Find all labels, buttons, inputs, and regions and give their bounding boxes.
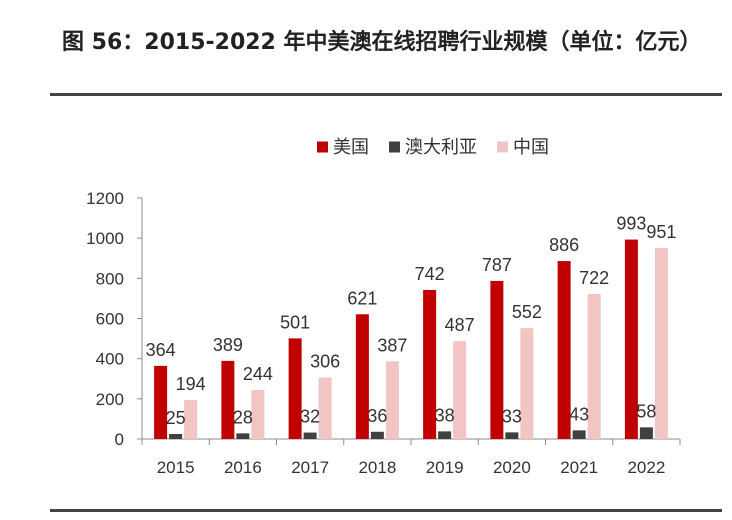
data-label: 28 [233,407,253,427]
bar [505,432,519,439]
data-label: 58 [636,401,656,421]
x-tick-label: 2017 [291,458,329,477]
y-tick-label: 1200 [86,189,124,208]
data-label: 552 [512,302,542,322]
legend-label: 中国 [513,137,549,158]
data-label: 25 [166,408,186,428]
bar [236,433,250,439]
data-label: 387 [377,335,407,355]
bar [385,361,399,439]
bar [423,289,437,439]
data-label: 38 [435,405,455,425]
x-tick-label: 2015 [157,458,195,477]
bar [520,328,534,439]
data-label: 487 [445,315,475,335]
data-label: 33 [502,406,522,426]
y-tick-label: 600 [96,310,124,329]
x-tick-label: 2020 [493,458,531,477]
bar [490,280,504,439]
x-tick-label: 2021 [560,458,598,477]
data-label: 244 [243,364,273,384]
y-tick-label: 800 [96,269,124,288]
data-label: 621 [347,288,377,308]
bar [624,239,638,439]
bar [154,365,168,439]
legend-swatch [317,141,328,153]
x-tick-label: 2016 [224,458,262,477]
bar [303,432,317,439]
bar [557,261,571,439]
legend-swatch [497,141,508,153]
bars [154,239,668,439]
bar [438,431,452,439]
bar [572,430,586,439]
data-label: 787 [482,255,512,275]
bar [370,431,384,439]
y-tick-label: 200 [96,390,124,409]
data-label: 389 [213,335,243,355]
data-label: 993 [616,214,646,234]
data-label: 722 [579,268,609,288]
x-axis: 2015 2016 2017 2018 2019 2020 2021 2022 [141,438,681,477]
bar [221,360,235,439]
bar [288,338,302,439]
data-label: 742 [415,264,445,284]
x-tick-label: 2018 [358,458,396,477]
bar [453,341,467,439]
bar [654,248,668,439]
bar [184,400,198,439]
data-label: 364 [146,340,176,360]
y-tick-label: 1000 [86,229,124,248]
data-labels: 364 25 194 389 28 244 501 32 306 621 36 387 742 38 487… [146,214,677,428]
y-tick-label: 0 [115,430,124,449]
data-label: 194 [176,374,206,394]
y-tick-label: 400 [96,350,124,369]
bar [251,389,265,439]
data-label: 32 [300,407,320,427]
legend: 美国 澳大利亚 中国 [317,137,549,158]
legend-swatch [389,141,400,153]
data-label: 306 [310,352,340,372]
top-divider [50,93,722,96]
data-label: 951 [646,222,676,242]
data-label: 886 [549,235,579,255]
legend-label: 澳大利亚 [405,137,477,158]
x-tick-label: 2019 [426,458,464,477]
data-label: 36 [367,406,387,426]
chart-title: 图 56：2015-2022 年中美澳在线招聘行业规模（单位：亿元） [62,30,702,55]
legend-label: 美国 [333,137,369,158]
bottom-divider [50,509,722,512]
y-axis: 0 200 400 600 800 1000 1200 [86,189,143,449]
bar [355,314,369,439]
bar [318,377,332,439]
bar [587,293,601,439]
data-label: 43 [569,404,589,424]
x-tick-label: 2022 [627,458,665,477]
bar [169,433,183,439]
data-label: 501 [280,312,310,332]
bar [639,427,653,439]
